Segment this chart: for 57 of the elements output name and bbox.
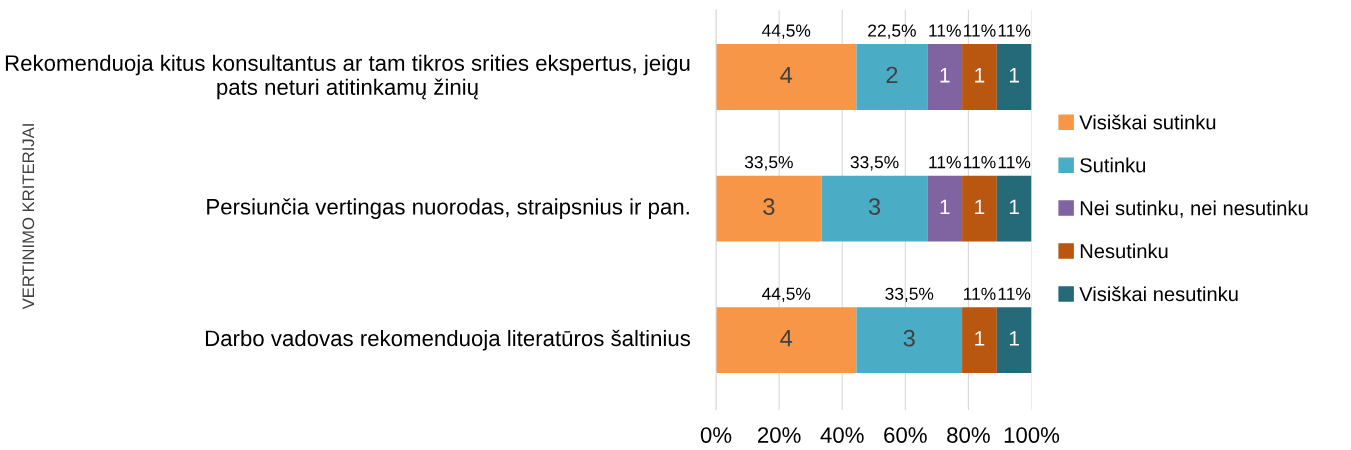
annotation: 3 <box>903 329 915 347</box>
data-label: 33,5% <box>850 156 899 171</box>
annotation: 1 <box>1009 199 1019 214</box>
bar <box>962 175 997 242</box>
x-tick-label: 100% <box>1004 427 1060 443</box>
x-tick-label: 60% <box>884 427 927 443</box>
data-label: 33,5% <box>885 287 934 302</box>
bar <box>996 307 1032 374</box>
annotation: 1 <box>1009 331 1019 346</box>
annotation: 1 <box>1009 68 1019 83</box>
data-label: 11% <box>964 156 996 169</box>
legend-label: Visiškai nesutinku <box>1079 286 1238 302</box>
x-tick-label: 0% <box>700 427 732 443</box>
data-label: 11% <box>929 156 961 169</box>
data-label: 44,5% <box>762 287 811 302</box>
data-label: 11% <box>998 287 1031 300</box>
bar <box>716 307 857 374</box>
bar <box>821 175 928 242</box>
annotation: 1 <box>975 68 985 83</box>
data-label: 22,5% <box>868 24 916 39</box>
y-tick-label: Persiunčia vertingas nuorodas, straipsnius ir pan. <box>207 198 689 219</box>
annotation: 2 <box>886 66 898 84</box>
legend-label: Nei sutinku, nei nesutinku <box>1080 200 1308 218</box>
bar <box>856 307 963 374</box>
annotation: 3 <box>763 198 775 215</box>
data-label: 11% <box>929 24 961 37</box>
bar <box>996 44 1032 110</box>
annotation: 3 <box>868 198 881 215</box>
bar <box>856 44 928 110</box>
bar <box>996 175 1032 242</box>
x-tick-label: 20% <box>758 427 801 443</box>
bar <box>927 44 963 110</box>
data-label: 33,5% <box>744 156 793 171</box>
legend-label: Sutinku <box>1080 157 1146 173</box>
data-label: 11% <box>964 287 996 300</box>
annotation: 4 <box>780 66 793 84</box>
x-tick-label: 40% <box>820 427 864 443</box>
annotation: 4 <box>780 330 793 347</box>
annotation: 1 <box>940 199 950 214</box>
x-tick-label: 80% <box>947 427 990 443</box>
data-label: 44,5% <box>762 24 811 39</box>
bar <box>962 44 997 110</box>
legend-label: Visiškai sutinku <box>1079 114 1216 130</box>
data-label: 11% <box>998 156 1031 169</box>
bar <box>962 307 997 374</box>
bar <box>927 175 963 242</box>
annotation: 1 <box>975 331 985 346</box>
annotation: 1 <box>975 199 985 214</box>
data-label: 11% <box>998 24 1031 37</box>
bar <box>716 175 822 242</box>
y-tick-label: Darbo vadovas rekomenduoja literatūros šaltinius <box>205 329 691 351</box>
y-tick-label: Rekomenduoja kitus konsultantus ar tam tikros srities ekspertus, jeigu pats neturi atitinkamų žinių <box>5 54 690 100</box>
bar <box>716 44 857 110</box>
y-axis-title: VERTINIMO KRITERIJAI <box>22 124 35 310</box>
legend-label: Nesutinku <box>1080 243 1168 259</box>
annotation: 1 <box>940 68 950 83</box>
data-label: 11% <box>964 24 996 37</box>
